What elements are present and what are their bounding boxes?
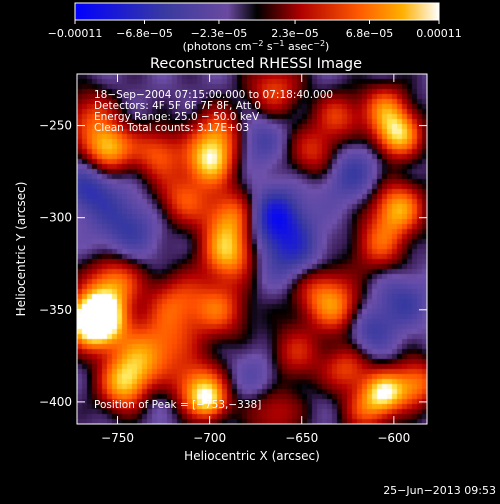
y-tick-label: −350 bbox=[39, 303, 72, 317]
colorbar-tick-label: 6.8e−05 bbox=[346, 27, 393, 40]
colorbar-ticks: −0.00011 −6.8e−05 −2.3e−05 2.3e−05 6.8e−05 0.… bbox=[48, 20, 462, 40]
colorbar-tick-label: 2.3e−05 bbox=[271, 27, 318, 40]
y-tick-label: −400 bbox=[39, 395, 72, 409]
footer-timestamp: 25−Jun−2013 09:53 bbox=[383, 484, 496, 497]
plot-frame bbox=[76, 73, 428, 425]
colorbar-tick-label: 0.00011 bbox=[416, 27, 462, 40]
colorbar-tick-label: −0.00011 bbox=[48, 27, 103, 40]
x-tick-label: −700 bbox=[193, 431, 226, 445]
x-axis-ticks: −750 −700 −650 −600 bbox=[101, 74, 410, 445]
y-axis-label: Heliocentric Y (arcsec) bbox=[14, 182, 28, 317]
annotation-line: 18−Sep−2004 07:15:00.000 to 07:18:40.000 bbox=[94, 89, 333, 101]
heatmap-image bbox=[77, 74, 427, 424]
y-tick-label: −300 bbox=[39, 211, 72, 225]
colorbar bbox=[74, 2, 440, 21]
colorbar-tick-label: −6.8e−05 bbox=[116, 27, 173, 40]
annotations: 18−Sep−2004 07:15:00.000 to 07:18:40.000… bbox=[94, 89, 333, 134]
x-tick-label: −600 bbox=[377, 431, 410, 445]
y-tick-label: −250 bbox=[39, 119, 72, 133]
x-axis-label: Heliocentric X (arcsec) bbox=[184, 449, 320, 463]
y-axis-ticks: −400 −350 −300 −250 bbox=[39, 119, 427, 409]
x-tick-label: −750 bbox=[101, 431, 134, 445]
peak-label: Position of Peak = [−753,−338] bbox=[94, 399, 261, 411]
chart-title: Reconstructed RHESSI Image bbox=[150, 56, 362, 72]
annotation-line: Clean Total counts: 3.17E+03 bbox=[94, 122, 249, 134]
annotation-line: Energy Range: 25.0 − 50.0 keV bbox=[94, 111, 260, 123]
colorbar-units: (photons cm−2 s−1 asec−2) bbox=[183, 39, 330, 53]
annotation-line: Detectors: 4F 5F 6F 7F 8F, Att 0 bbox=[94, 100, 261, 112]
x-tick-label: −650 bbox=[285, 431, 318, 445]
colorbar-tick-label: −2.3e−05 bbox=[191, 27, 248, 40]
